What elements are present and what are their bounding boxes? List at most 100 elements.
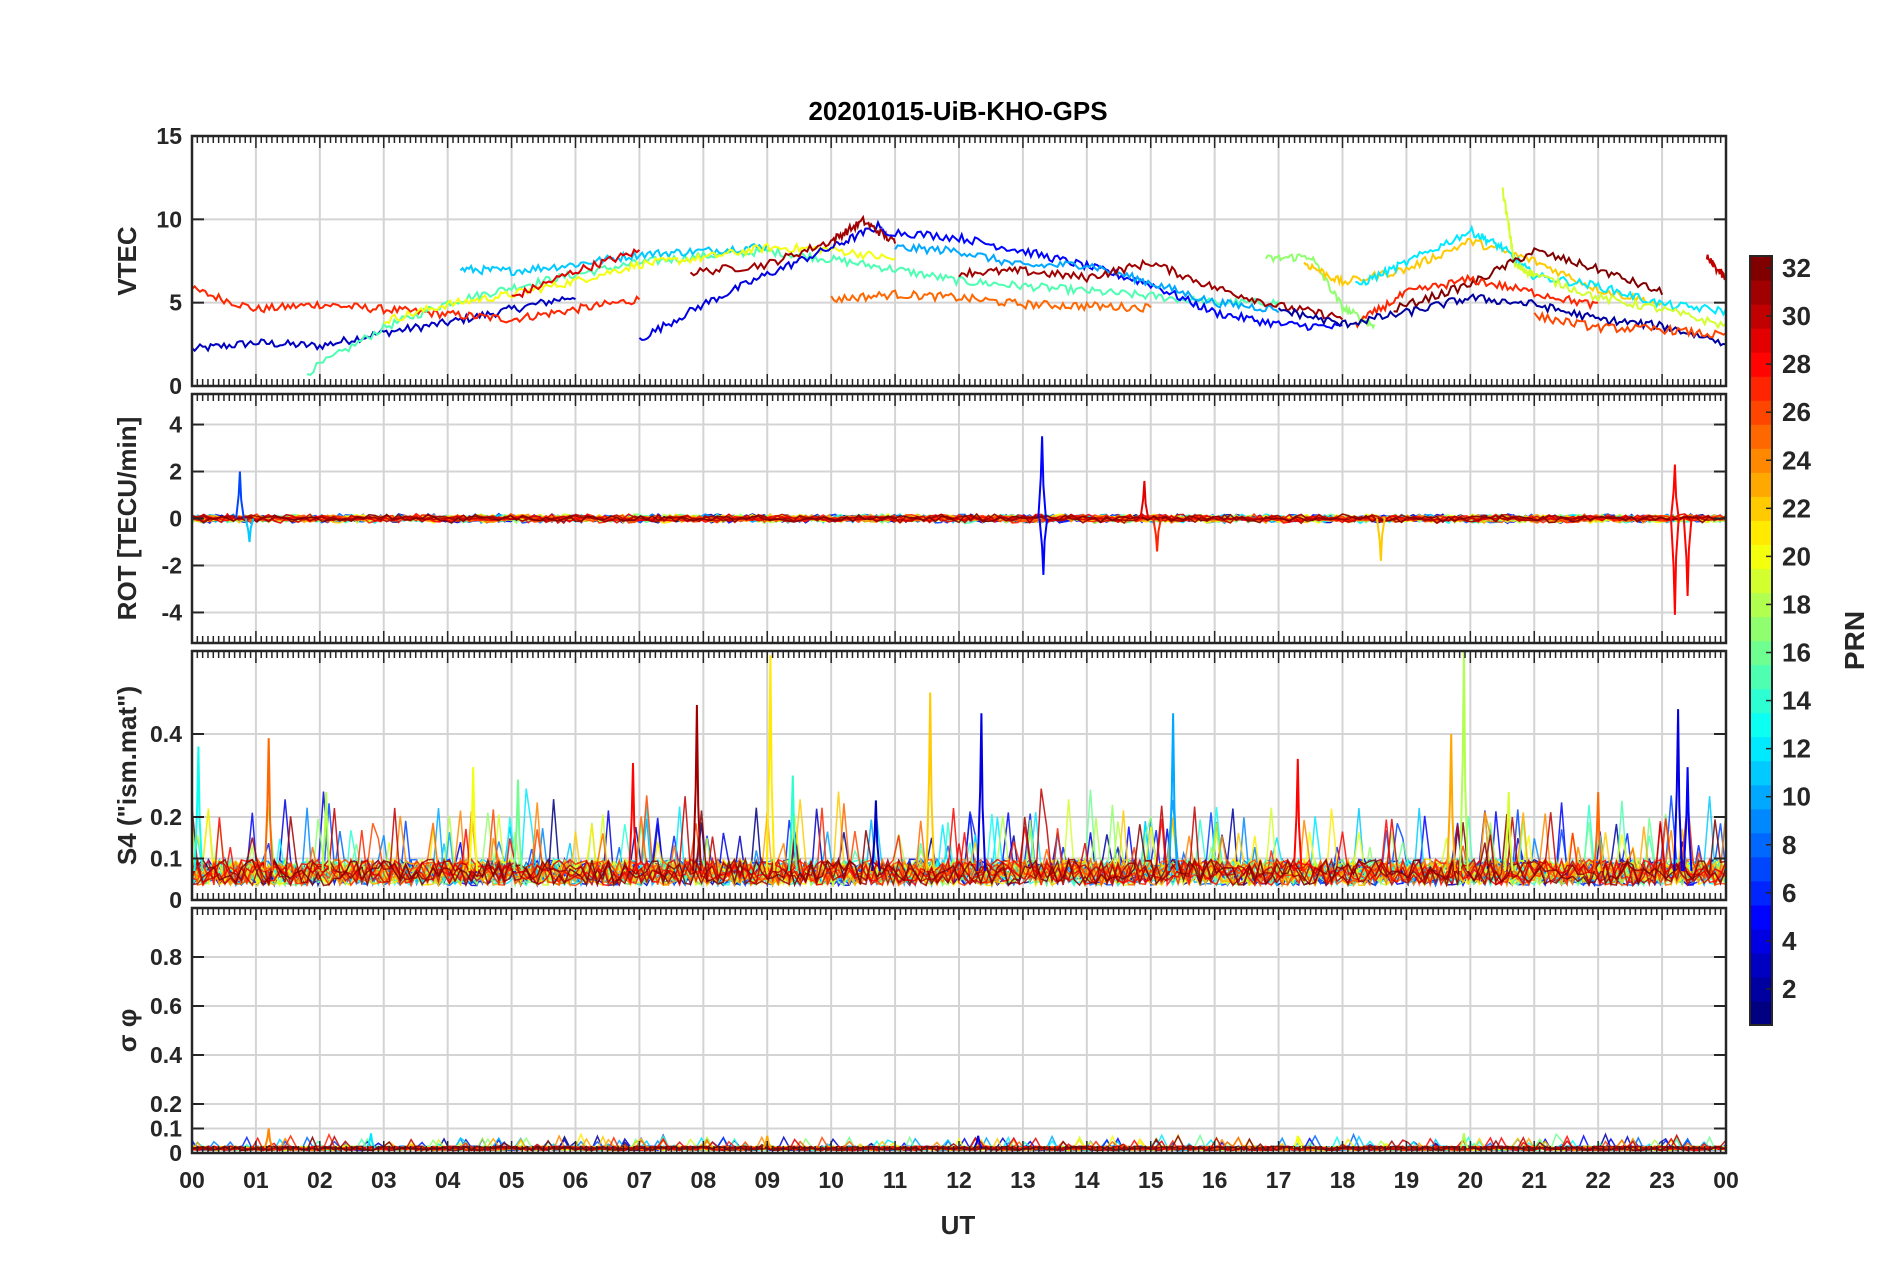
colorbar-cell-10 [1750,784,1772,810]
series-prn-27 [192,284,641,324]
x-tick-label: 06 [563,1167,589,1193]
y-tick-label: 0.4 [150,1042,182,1068]
series-prn-3 [192,295,576,353]
x-axis-label: UT [941,1210,976,1240]
series-prn-29 [511,247,641,299]
x-tick-label: 01 [243,1167,269,1193]
s4-spike [1168,713,1178,872]
rot-spike [1152,518,1162,552]
x-tick-label: 23 [1649,1167,1675,1193]
colorbar-cell-6 [1750,880,1772,906]
colorbar-cell-32 [1750,256,1772,281]
colorbar-cell-18 [1750,592,1772,618]
x-tick-label: 20 [1458,1167,1484,1193]
colorbar-cell-12 [1750,736,1772,762]
colorbar-cell-1 [1750,1000,1772,1026]
series-prn-26 [1533,310,1726,339]
x-tick-label: 17 [1266,1167,1292,1193]
colorbar-cell-21 [1750,520,1772,545]
series-prn-22 [1303,237,1663,307]
sigma_phi-spike [1459,1133,1469,1149]
x-tick-label: 08 [691,1167,717,1193]
x-minor-ticks [191,651,1727,900]
y-tick-label: 10 [156,206,182,232]
colorbar-tick-label: 24 [1782,445,1811,475]
sigma_phi-spike [366,1133,376,1149]
rot-spike [1038,518,1049,575]
sigma_phi-spike [1292,1135,1303,1149]
s4-trace-prn-30 [192,788,1726,888]
s4-spike [468,767,479,872]
y-tick-label: 0.2 [150,804,182,830]
panel-s4: 0 0.1 0.2 0.4 S4 ("ism.mat") [112,649,1728,913]
y-tick-label: 0 [169,373,182,399]
y-tick-label: 15 [156,123,182,149]
colorbar-cell-19 [1750,568,1772,594]
s4-spike [1292,758,1303,872]
series-prn-5 [881,227,1343,332]
y-tick-label: 0 [169,887,182,913]
s4-spike [513,779,523,872]
s4-spike [788,775,798,872]
s4-spike [1593,792,1603,872]
colorbar-tick-label: 14 [1782,686,1811,716]
colorbar-cell-9 [1750,808,1772,834]
y-tick-label: 0 [169,1140,182,1166]
y-tick-label: 0.2 [150,1091,182,1117]
s4-spike [765,655,776,872]
s4-spike [976,713,987,872]
colorbar-cell-27 [1750,376,1772,401]
colorbar-cell-2 [1750,976,1772,1002]
x-tick-label: 07 [627,1167,653,1193]
panel-vtec: 0 5 10 15 VTEC [112,123,1728,399]
x-minor-ticks [191,136,1727,386]
colorbar-tick-label: 26 [1782,397,1811,427]
sigma_phi-spike [263,1128,274,1149]
panel-data [192,436,1726,615]
rot-trace-prn-31 [192,513,1726,525]
colorbar-tick-label: 22 [1782,493,1811,523]
series-prn-2 [1277,293,1726,347]
rot-spike [1139,480,1150,519]
x-tick-label: 05 [499,1167,525,1193]
s4-spike [193,746,204,872]
y-axis-label: S4 ("ism.mat") [112,686,142,865]
x-tick-label: 22 [1585,1167,1611,1193]
series-prn-17 [1264,253,1376,330]
y-tick-label: 0 [169,506,182,532]
series-prn-25 [830,289,1152,313]
sigma_phi-spike [762,1135,772,1149]
colorbar-tick-label: 10 [1782,782,1811,812]
x-minor-ticks [191,394,1727,643]
series-prn-4 [638,219,883,342]
colorbar-tick-label: 16 [1782,638,1811,668]
x-minor-ticks [191,908,1727,1153]
colorbar-cell-15 [1750,664,1772,690]
x-tick-label: 00 [1713,1167,1739,1193]
s4-spike [1682,767,1693,872]
x-tick-label: 21 [1521,1167,1547,1193]
s4-spike [321,792,332,872]
s4-spike [871,800,881,872]
colorbar-cell-17 [1750,616,1772,642]
panel-sigma_phi: 00.10.2 0.4 0.6 0.8 σ φ 00 01 02 03 04 05 06 07 08 09 1… [112,906,1739,1193]
panel-data [192,651,1726,888]
y-tick-label: 0.1 [150,1116,182,1142]
colorbar-tick-label: 6 [1782,878,1796,908]
s4-spike [692,704,702,872]
colorbar-tick-label: 8 [1782,830,1796,860]
series-prn-27 [1354,273,1599,329]
y-axis-label: σ φ [112,1009,142,1053]
colorbar-tick-label: 28 [1782,349,1811,379]
colorbar-label: PRN [1839,611,1870,670]
colorbar-cell-29 [1750,328,1772,353]
y-axis-label: VTEC [112,226,142,296]
colorbar-cell-16 [1750,640,1772,666]
rot-spike [1037,436,1047,519]
x-tick-label: 12 [946,1167,972,1193]
x-tick-label: 15 [1138,1167,1164,1193]
x-tick-label: 04 [435,1167,461,1193]
colorbar-cell-20 [1750,544,1772,570]
